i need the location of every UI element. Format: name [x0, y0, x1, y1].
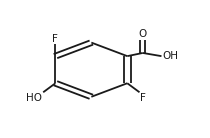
Text: HO: HO — [26, 93, 42, 103]
Text: F: F — [52, 34, 58, 44]
Text: F: F — [140, 93, 146, 103]
Text: OH: OH — [162, 51, 178, 61]
Text: O: O — [139, 29, 147, 39]
